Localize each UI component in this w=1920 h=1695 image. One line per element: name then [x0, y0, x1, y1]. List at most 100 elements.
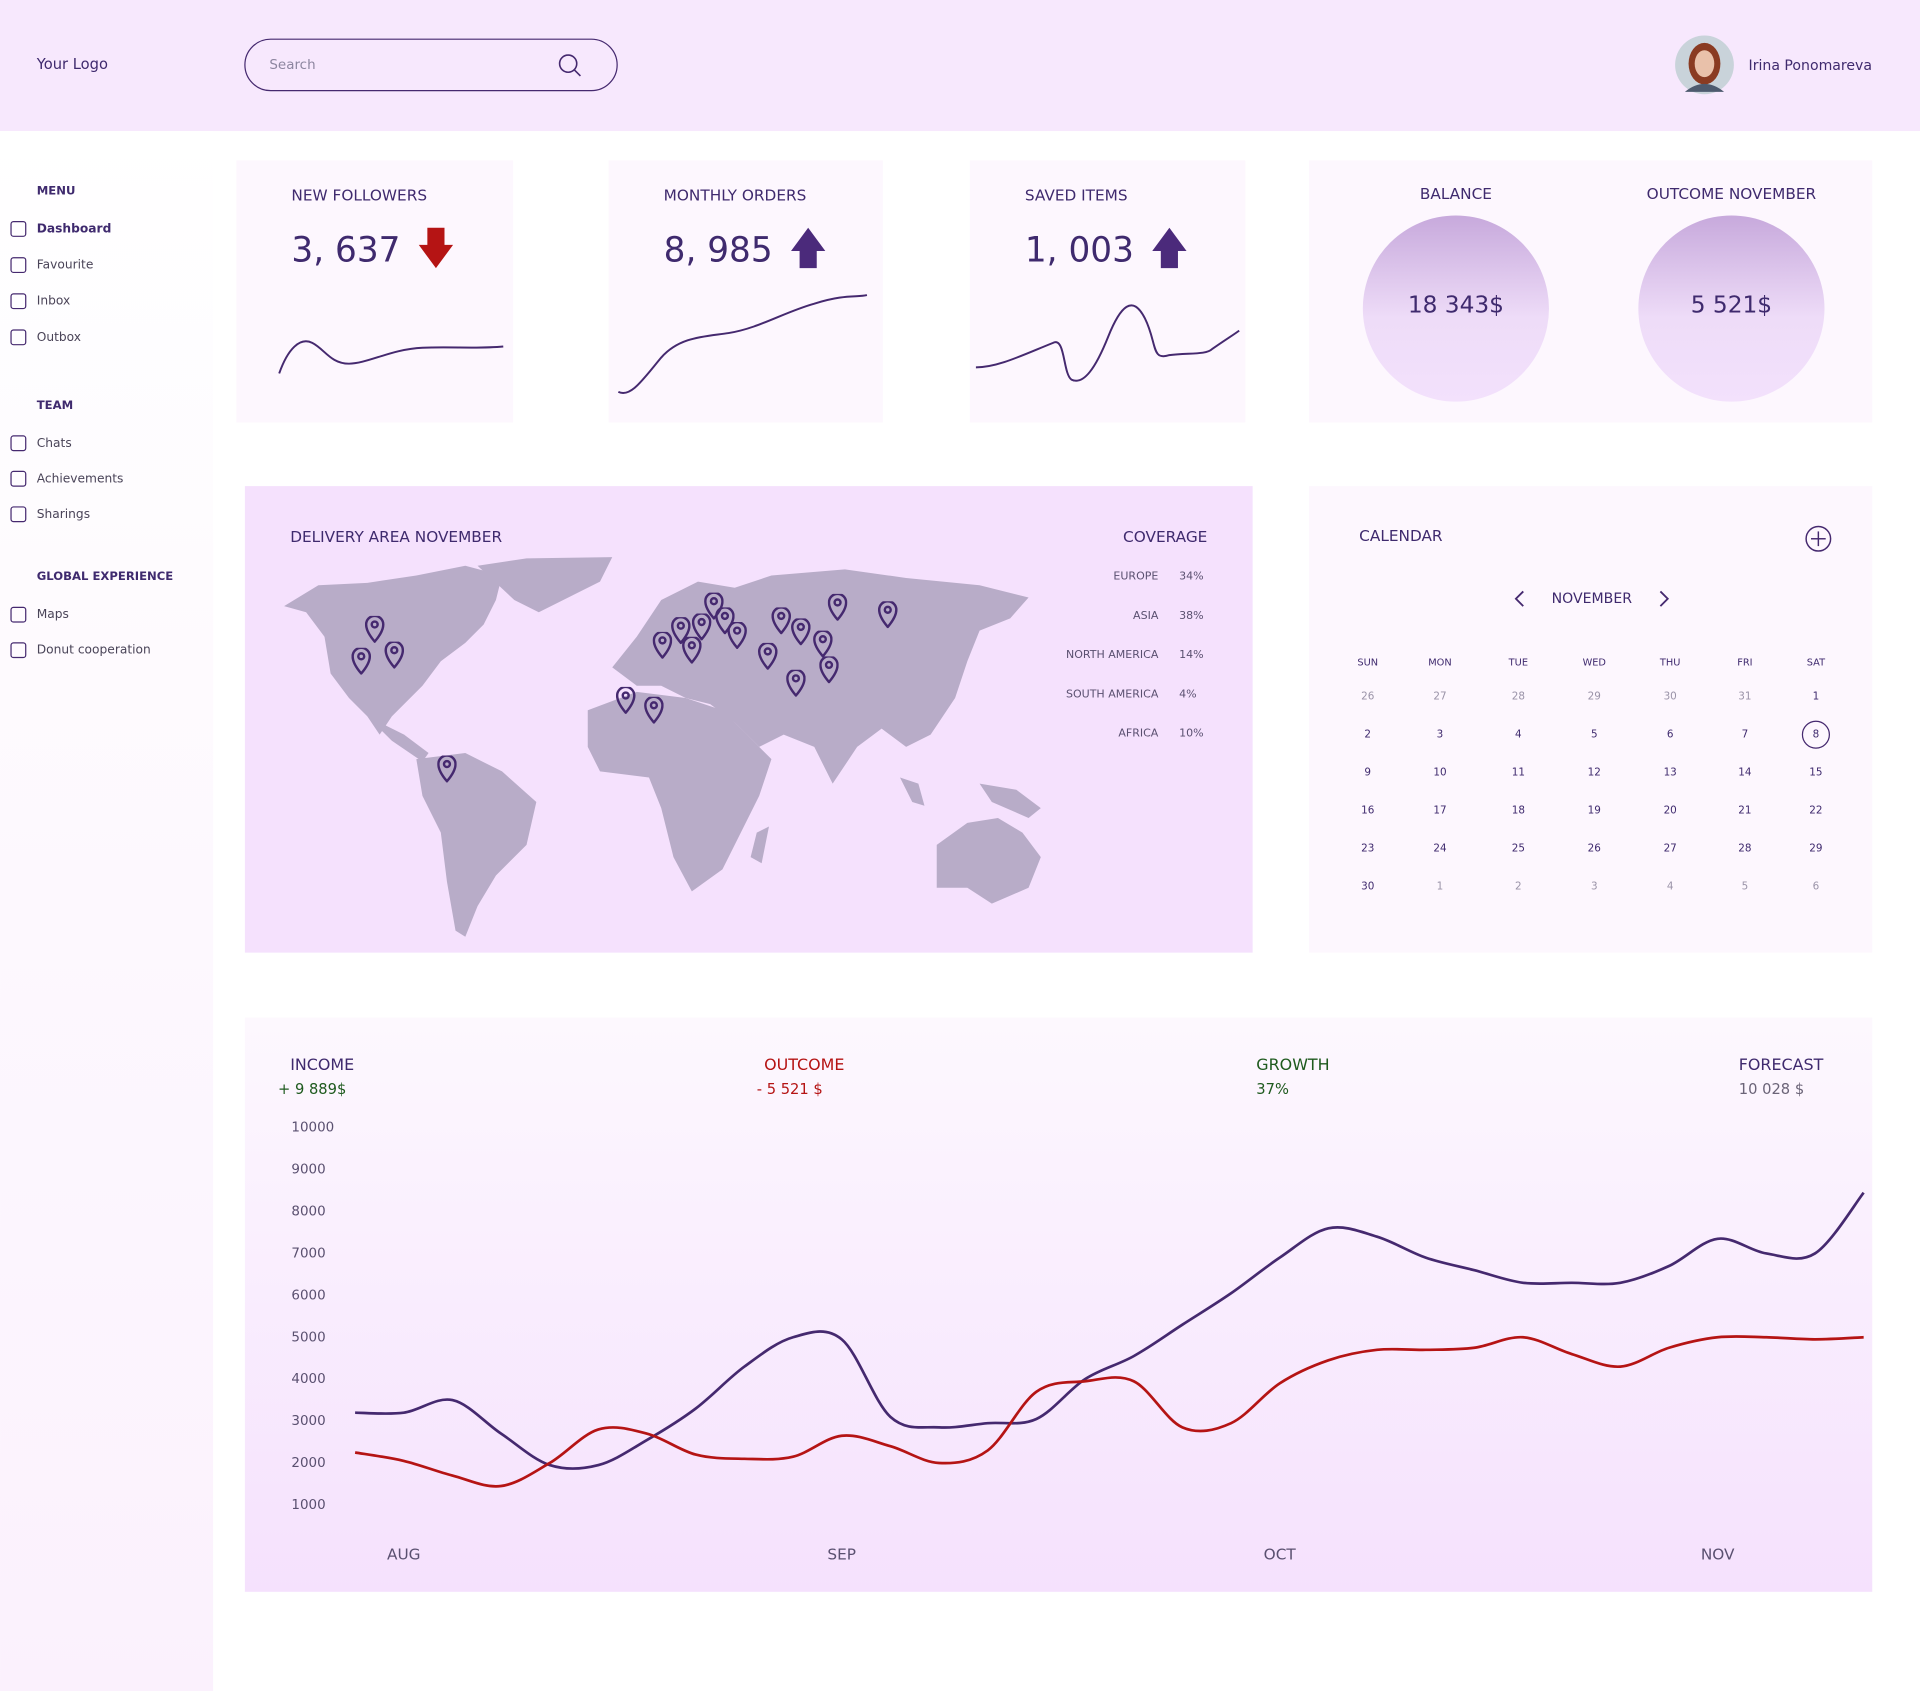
menu-item[interactable]: Chats	[37, 436, 72, 450]
menu-item[interactable]: Donut cooperation	[37, 643, 151, 657]
calendar-day[interactable]: 4	[1515, 729, 1522, 741]
menu-icon	[10, 642, 27, 659]
y-tick-label: 9000	[291, 1163, 325, 1178]
calendar-day[interactable]: 15	[1809, 767, 1822, 779]
weekday: WED	[1583, 657, 1606, 668]
avatar[interactable]	[1675, 35, 1734, 95]
calendar-day[interactable]: 3	[1437, 729, 1444, 741]
sparkline	[278, 340, 504, 374]
balance-circle	[1638, 215, 1825, 402]
selected-day	[1801, 720, 1830, 749]
calendar-day[interactable]: 30	[1664, 691, 1677, 703]
calendar-day[interactable]: 14	[1738, 767, 1752, 779]
menu-item[interactable]: Achievements	[37, 471, 124, 485]
calendar-day[interactable]: 26	[1361, 691, 1374, 703]
next-month[interactable]	[1659, 590, 1670, 607]
menu-icon	[10, 435, 27, 452]
add-event-button[interactable]	[1805, 525, 1832, 552]
summary-value: + 9 889$	[278, 1081, 346, 1098]
menu-item[interactable]: Dashboard	[37, 221, 112, 235]
calendar-day[interactable]: 28	[1512, 691, 1525, 703]
calendar-day[interactable]: 31	[1738, 691, 1751, 703]
y-tick-label: 5000	[291, 1330, 325, 1345]
calendar-day[interactable]: 16	[1361, 805, 1374, 817]
calendar-day[interactable]: 30	[1361, 881, 1374, 893]
calendar-day[interactable]: 8	[1813, 729, 1820, 741]
prev-month[interactable]	[1514, 590, 1524, 607]
menu-icon	[10, 329, 27, 346]
line-series	[354, 1335, 1864, 1488]
coverage-share: 10%	[1179, 726, 1203, 739]
y-tick-label: 1000	[291, 1498, 325, 1513]
calendar-day[interactable]: 29	[1809, 843, 1822, 855]
calendar-day[interactable]: 4	[1667, 881, 1674, 893]
calendar-day[interactable]: 12	[1588, 767, 1601, 779]
menu-item[interactable]: Maps	[37, 607, 69, 621]
x-tick-label: AUG	[387, 1546, 421, 1564]
menu-item[interactable]: Sharings	[37, 507, 90, 521]
balance-value: 5 521$	[1691, 292, 1772, 319]
y-tick-label: 4000	[291, 1372, 325, 1387]
menu-icon	[10, 506, 27, 523]
calendar-day[interactable]: 25	[1512, 843, 1525, 855]
calendar-day[interactable]: 28	[1738, 843, 1751, 855]
calendar-day[interactable]: 11	[1512, 767, 1525, 779]
calendar-day[interactable]: 5	[1591, 729, 1598, 741]
balance-title: OUTCOME NOVEMBER	[1647, 185, 1817, 203]
stat-value: 8, 985	[664, 231, 773, 271]
calendar-day[interactable]: 21	[1738, 805, 1751, 817]
calendar-day[interactable]: 17	[1433, 805, 1446, 817]
calendar-day[interactable]: 22	[1809, 805, 1822, 817]
weekday: MON	[1428, 657, 1451, 668]
y-tick-label: 8000	[291, 1205, 325, 1220]
calendar-day[interactable]: 1	[1437, 881, 1444, 893]
section-title: TEAM	[37, 398, 73, 412]
calendar-day[interactable]: 1	[1813, 691, 1820, 703]
calendar-day[interactable]: 10	[1433, 767, 1446, 779]
y-tick-label: 3000	[291, 1414, 325, 1429]
weekday: THU	[1659, 657, 1681, 668]
calendar-day[interactable]: 2	[1515, 881, 1522, 893]
weekday: SAT	[1807, 657, 1825, 668]
search-icon[interactable]	[558, 54, 581, 77]
calendar-day[interactable]: 27	[1433, 691, 1446, 703]
calendar-day[interactable]: 26	[1588, 843, 1601, 855]
calendar-day[interactable]: 20	[1664, 805, 1677, 817]
y-tick-label: 6000	[291, 1288, 325, 1303]
calendar-day[interactable]: 5	[1742, 881, 1749, 893]
calendar-day[interactable]: 13	[1664, 767, 1677, 779]
calendar-day[interactable]: 24	[1433, 843, 1447, 855]
menu-item[interactable]: Outbox	[37, 330, 81, 344]
coverage-title: COVERAGE	[1123, 528, 1207, 546]
world-map	[284, 557, 1041, 937]
stat-title: MONTHLY ORDERS	[664, 186, 807, 204]
calendar-day[interactable]: 23	[1361, 843, 1374, 855]
calendar-day[interactable]: 6	[1813, 881, 1820, 893]
x-tick-label: SEP	[827, 1546, 856, 1564]
sparkline	[975, 304, 1240, 382]
card	[236, 160, 514, 423]
calendar-day[interactable]: 9	[1364, 767, 1371, 779]
search-box[interactable]	[244, 38, 618, 92]
chart-panel	[244, 1017, 1873, 1592]
calendar-day[interactable]: 6	[1667, 729, 1674, 741]
calendar-day[interactable]: 29	[1588, 691, 1601, 703]
calendar-day[interactable]: 2	[1364, 729, 1371, 741]
card	[969, 160, 1246, 423]
summary-label: FORECAST	[1739, 1055, 1824, 1074]
calendar-day[interactable]: 7	[1742, 729, 1749, 741]
calendar-day[interactable]: 18	[1512, 805, 1525, 817]
trend-arrow	[418, 227, 454, 269]
calendar-day[interactable]: 3	[1591, 881, 1598, 893]
coverage-share: 4%	[1179, 687, 1196, 700]
menu-item[interactable]: Favourite	[37, 258, 94, 272]
calendar-title: CALENDAR	[1359, 527, 1443, 545]
menu-item[interactable]: Inbox	[37, 294, 70, 308]
calendar-month: NOVEMBER	[1552, 591, 1633, 607]
calendar-day[interactable]: 27	[1664, 843, 1677, 855]
card	[608, 160, 883, 423]
coverage-region: EUROPE	[1113, 570, 1158, 583]
calendar-day[interactable]: 19	[1588, 805, 1601, 817]
balance-title: BALANCE	[1420, 185, 1492, 203]
